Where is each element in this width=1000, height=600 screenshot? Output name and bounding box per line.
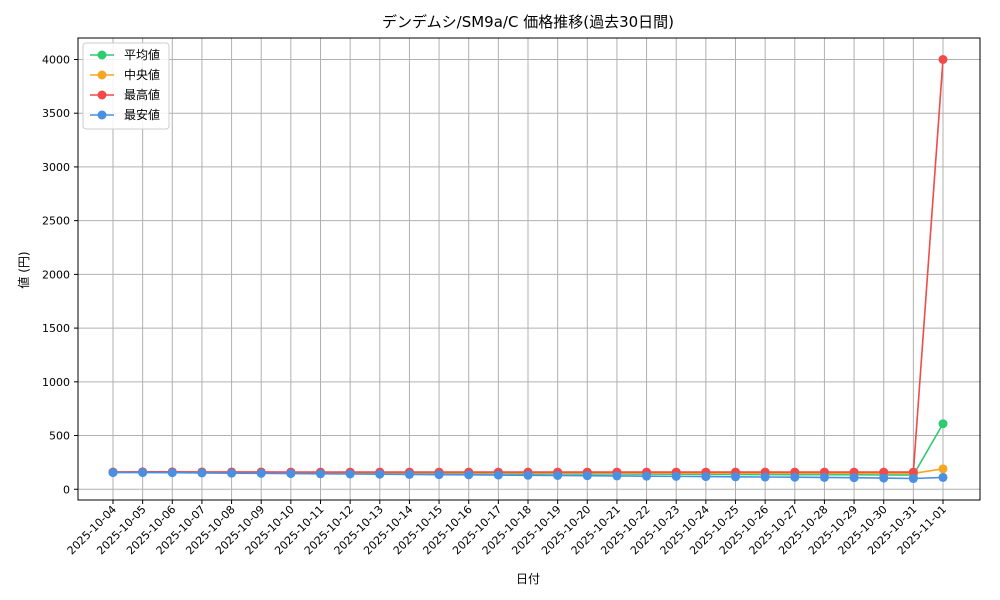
legend-item: 中央値 <box>90 67 160 82</box>
data-point <box>642 471 652 481</box>
y-tick-label: 2000 <box>42 268 70 281</box>
data-point <box>908 474 918 484</box>
data-point <box>108 468 118 478</box>
plot-frame <box>77 37 981 501</box>
legend-marker <box>97 90 107 100</box>
data-point <box>938 54 948 64</box>
legend-label: 最安値 <box>124 107 160 122</box>
y-tick-label: 0 <box>63 483 70 496</box>
data-point <box>879 473 889 483</box>
data-point <box>345 469 355 479</box>
data-point <box>167 468 177 478</box>
data-point <box>819 472 829 482</box>
y-tick-label: 1000 <box>42 376 70 389</box>
legend-label: 平均値 <box>124 47 160 62</box>
data-point <box>138 468 148 478</box>
data-point <box>553 471 563 481</box>
legend-item: 平均値 <box>90 47 160 62</box>
series-group <box>108 54 948 484</box>
data-point <box>612 471 622 481</box>
data-point <box>523 470 533 480</box>
data-point <box>227 468 237 478</box>
series-3 <box>108 468 948 484</box>
data-point <box>671 471 681 481</box>
data-point <box>908 467 918 477</box>
y-axis-ticks: 0 500 1000 1500 2000 2500 3000 3500 4000 <box>42 53 78 496</box>
legend-item: 最安値 <box>90 107 160 122</box>
data-point <box>731 472 740 482</box>
data-point <box>849 473 859 483</box>
legend-item: 最高値 <box>90 87 160 102</box>
data-point <box>938 464 948 474</box>
chart-title: デンデムシ/SM9a/C 価格推移(過去30日間) <box>382 13 674 31</box>
data-point <box>464 470 474 480</box>
y-tick-label: 3000 <box>42 161 70 174</box>
grid-lines <box>78 38 980 500</box>
legend-marker <box>97 110 107 120</box>
y-tick-label: 4000 <box>42 53 70 66</box>
data-point <box>404 469 414 479</box>
y-tick-label: 1500 <box>42 322 70 335</box>
data-point <box>256 468 266 478</box>
legend-label: 最高値 <box>124 87 160 102</box>
legend-marker <box>97 50 107 60</box>
legend-label: 中央値 <box>124 67 160 82</box>
data-point <box>582 471 592 481</box>
data-point <box>760 472 770 482</box>
y-axis-label: 値 (円) <box>16 251 31 288</box>
y-tick-label: 3500 <box>42 107 70 120</box>
x-axis-label: 日付 <box>516 572 540 586</box>
legend-box <box>82 42 170 130</box>
x-axis-ticks: 2025-10-042025-10-052025-10-062025-10-07… <box>65 500 949 557</box>
data-point <box>286 469 296 479</box>
data-point <box>434 470 444 480</box>
data-point <box>197 468 207 478</box>
data-point <box>493 470 503 480</box>
data-point <box>938 472 948 482</box>
legend-marker <box>97 70 107 80</box>
y-tick-label: 500 <box>49 430 70 443</box>
data-point <box>375 469 385 479</box>
y-tick-label: 2500 <box>42 215 70 228</box>
data-point <box>790 472 800 482</box>
data-point <box>701 472 711 482</box>
data-point <box>938 419 948 429</box>
data-point <box>316 469 325 479</box>
